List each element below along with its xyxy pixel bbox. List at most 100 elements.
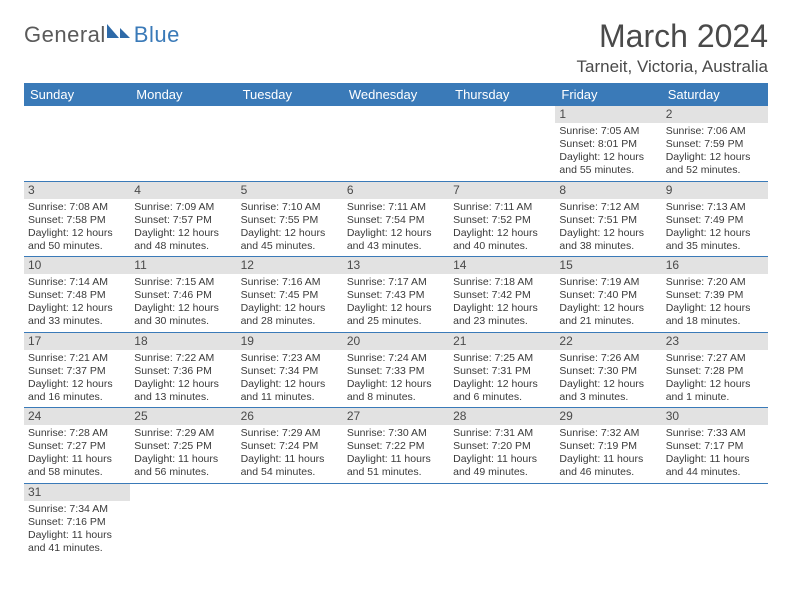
daylight-line: Daylight: 12 hours bbox=[134, 378, 232, 391]
daylight-line: Daylight: 11 hours bbox=[453, 453, 551, 466]
sunrise-line: Sunrise: 7:17 AM bbox=[347, 276, 445, 289]
calendar-cell: 6Sunrise: 7:11 AMSunset: 7:54 PMDaylight… bbox=[343, 181, 449, 257]
day-number: 18 bbox=[130, 333, 236, 350]
sunset-line: Sunset: 7:24 PM bbox=[241, 440, 339, 453]
sunset-line: Sunset: 7:40 PM bbox=[559, 289, 657, 302]
calendar-cell bbox=[662, 483, 768, 558]
sunset-line: Sunset: 7:57 PM bbox=[134, 214, 232, 227]
daylight-line: and 49 minutes. bbox=[453, 466, 551, 479]
daylight-line: Daylight: 12 hours bbox=[559, 302, 657, 315]
sunrise-line: Sunrise: 7:19 AM bbox=[559, 276, 657, 289]
sunset-line: Sunset: 7:20 PM bbox=[453, 440, 551, 453]
day-number: 15 bbox=[555, 257, 661, 274]
calendar-cell bbox=[343, 483, 449, 558]
day-number: 24 bbox=[24, 408, 130, 425]
day-number: 31 bbox=[24, 484, 130, 501]
sunset-line: Sunset: 7:52 PM bbox=[453, 214, 551, 227]
logo-sail-icon bbox=[106, 22, 132, 40]
calendar-cell bbox=[237, 483, 343, 558]
sunrise-line: Sunrise: 7:32 AM bbox=[559, 427, 657, 440]
weekday-header: Sunday bbox=[24, 83, 130, 106]
daylight-line: Daylight: 12 hours bbox=[241, 227, 339, 240]
calendar-cell bbox=[449, 106, 555, 181]
daylight-line: and 52 minutes. bbox=[666, 164, 764, 177]
calendar-cell: 5Sunrise: 7:10 AMSunset: 7:55 PMDaylight… bbox=[237, 181, 343, 257]
weekday-header-row: SundayMondayTuesdayWednesdayThursdayFrid… bbox=[24, 83, 768, 106]
weekday-header: Friday bbox=[555, 83, 661, 106]
daylight-line: and 48 minutes. bbox=[134, 240, 232, 253]
calendar-cell: 18Sunrise: 7:22 AMSunset: 7:36 PMDayligh… bbox=[130, 332, 236, 408]
daylight-line: and 46 minutes. bbox=[559, 466, 657, 479]
calendar-cell bbox=[449, 483, 555, 558]
sunrise-line: Sunrise: 7:13 AM bbox=[666, 201, 764, 214]
sunset-line: Sunset: 7:17 PM bbox=[666, 440, 764, 453]
calendar-cell: 13Sunrise: 7:17 AMSunset: 7:43 PMDayligh… bbox=[343, 257, 449, 333]
weekday-header: Wednesday bbox=[343, 83, 449, 106]
daylight-line: and 50 minutes. bbox=[28, 240, 126, 253]
sunrise-line: Sunrise: 7:24 AM bbox=[347, 352, 445, 365]
weekday-header: Thursday bbox=[449, 83, 555, 106]
calendar-cell: 29Sunrise: 7:32 AMSunset: 7:19 PMDayligh… bbox=[555, 408, 661, 484]
sunset-line: Sunset: 7:49 PM bbox=[666, 214, 764, 227]
day-number: 22 bbox=[555, 333, 661, 350]
day-number: 9 bbox=[662, 182, 768, 199]
sunset-line: Sunset: 7:54 PM bbox=[347, 214, 445, 227]
daylight-line: Daylight: 11 hours bbox=[347, 453, 445, 466]
calendar-cell bbox=[130, 483, 236, 558]
day-number: 11 bbox=[130, 257, 236, 274]
daylight-line: Daylight: 12 hours bbox=[134, 227, 232, 240]
sunrise-line: Sunrise: 7:34 AM bbox=[28, 503, 126, 516]
daylight-line: Daylight: 11 hours bbox=[28, 453, 126, 466]
daylight-line: and 6 minutes. bbox=[453, 391, 551, 404]
sunset-line: Sunset: 7:22 PM bbox=[347, 440, 445, 453]
daylight-line: and 3 minutes. bbox=[559, 391, 657, 404]
calendar-cell: 9Sunrise: 7:13 AMSunset: 7:49 PMDaylight… bbox=[662, 181, 768, 257]
daylight-line: Daylight: 12 hours bbox=[28, 302, 126, 315]
calendar-row: 31 Sunrise: 7:34 AMSunset: 7:16 PMDayligh… bbox=[24, 483, 768, 558]
daylight-line: and 45 minutes. bbox=[241, 240, 339, 253]
sunrise-line: Sunrise: 7:31 AM bbox=[453, 427, 551, 440]
calendar-cell: 26Sunrise: 7:29 AMSunset: 7:24 PMDayligh… bbox=[237, 408, 343, 484]
sunset-line: Sunset: 7:45 PM bbox=[241, 289, 339, 302]
day-number: 1 bbox=[555, 106, 661, 123]
sunset-line: Sunset: 7:39 PM bbox=[666, 289, 764, 302]
daylight-line: and 38 minutes. bbox=[559, 240, 657, 253]
calendar-body: 1Sunrise: 7:05 AMSunset: 8:01 PMDaylight… bbox=[24, 106, 768, 558]
location: Tarneit, Victoria, Australia bbox=[577, 57, 769, 77]
daylight-line: and 18 minutes. bbox=[666, 315, 764, 328]
day-number: 20 bbox=[343, 333, 449, 350]
sunrise-line: Sunrise: 7:29 AM bbox=[134, 427, 232, 440]
sunrise-line: Sunrise: 7:12 AM bbox=[559, 201, 657, 214]
calendar-cell: 24Sunrise: 7:28 AMSunset: 7:27 PMDayligh… bbox=[24, 408, 130, 484]
calendar-cell: 10Sunrise: 7:14 AMSunset: 7:48 PMDayligh… bbox=[24, 257, 130, 333]
sunrise-line: Sunrise: 7:10 AM bbox=[241, 201, 339, 214]
sunrise-line: Sunrise: 7:22 AM bbox=[134, 352, 232, 365]
sunrise-line: Sunrise: 7:06 AM bbox=[666, 125, 764, 138]
sunset-line: Sunset: 7:16 PM bbox=[28, 516, 126, 529]
calendar-cell: 17Sunrise: 7:21 AMSunset: 7:37 PMDayligh… bbox=[24, 332, 130, 408]
calendar-row: 17Sunrise: 7:21 AMSunset: 7:37 PMDayligh… bbox=[24, 332, 768, 408]
weekday-header: Monday bbox=[130, 83, 236, 106]
sunrise-line: Sunrise: 7:11 AM bbox=[347, 201, 445, 214]
sunset-line: Sunset: 7:48 PM bbox=[28, 289, 126, 302]
calendar-cell: 8Sunrise: 7:12 AMSunset: 7:51 PMDaylight… bbox=[555, 181, 661, 257]
sunrise-line: Sunrise: 7:05 AM bbox=[559, 125, 657, 138]
daylight-line: Daylight: 11 hours bbox=[28, 529, 126, 542]
sunrise-line: Sunrise: 7:23 AM bbox=[241, 352, 339, 365]
sunset-line: Sunset: 7:34 PM bbox=[241, 365, 339, 378]
sunrise-line: Sunrise: 7:11 AM bbox=[453, 201, 551, 214]
calendar-cell: 23Sunrise: 7:27 AMSunset: 7:28 PMDayligh… bbox=[662, 332, 768, 408]
sunrise-line: Sunrise: 7:08 AM bbox=[28, 201, 126, 214]
sunrise-line: Sunrise: 7:27 AM bbox=[666, 352, 764, 365]
daylight-line: Daylight: 12 hours bbox=[241, 378, 339, 391]
calendar-cell: 15 Sunrise: 7:19 AMSunset: 7:40 PMDayligh… bbox=[555, 257, 661, 333]
daylight-line: Daylight: 11 hours bbox=[134, 453, 232, 466]
daylight-line: Daylight: 12 hours bbox=[28, 378, 126, 391]
sunset-line: Sunset: 7:25 PM bbox=[134, 440, 232, 453]
day-number: 2 bbox=[662, 106, 768, 123]
sunrise-line: Sunrise: 7:33 AM bbox=[666, 427, 764, 440]
daylight-line: and 21 minutes. bbox=[559, 315, 657, 328]
calendar-row: 1Sunrise: 7:05 AMSunset: 8:01 PMDaylight… bbox=[24, 106, 768, 181]
daylight-line: Daylight: 12 hours bbox=[134, 302, 232, 315]
daylight-line: Daylight: 12 hours bbox=[347, 227, 445, 240]
